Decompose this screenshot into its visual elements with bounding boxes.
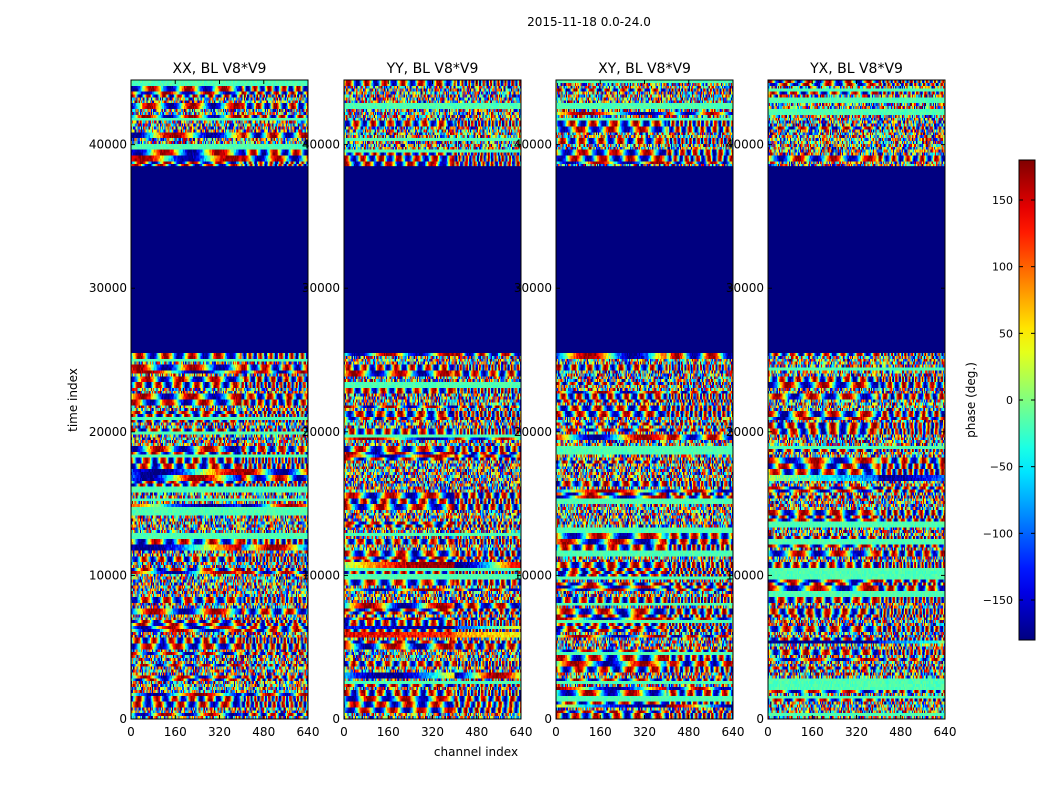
x-tick-label-640: 640 bbox=[934, 725, 957, 739]
colorbar-tick-label: −150 bbox=[983, 594, 1013, 607]
colorbar-tick-label: 0 bbox=[1006, 394, 1013, 407]
figure-suptitle: 2015-11-18 0.0-24.0 bbox=[527, 15, 651, 29]
x-tick-label-0: 0 bbox=[127, 725, 135, 739]
panel-title-xy: XY, BL V8*V9 bbox=[598, 61, 691, 77]
x-tick-label-640: 640 bbox=[297, 725, 320, 739]
y-tick-label-0: 0 bbox=[756, 712, 764, 726]
x-tick-label-160: 160 bbox=[377, 725, 400, 739]
x-tick-label-480: 480 bbox=[889, 725, 912, 739]
x-tick-label-320: 320 bbox=[633, 725, 656, 739]
panel-title-xx: XX, BL V8*V9 bbox=[173, 61, 267, 77]
x-tick-label-0: 0 bbox=[340, 725, 348, 739]
y-tick-label-30000: 30000 bbox=[302, 281, 340, 295]
flagged-region-yx bbox=[768, 166, 945, 353]
x-tick-label-640: 640 bbox=[510, 725, 533, 739]
flagged-region-xy bbox=[556, 166, 733, 353]
x-tick-label-160: 160 bbox=[164, 725, 187, 739]
x-tick-label-160: 160 bbox=[801, 725, 824, 739]
x-tick-label-320: 320 bbox=[208, 725, 231, 739]
y-tick-label-0: 0 bbox=[332, 712, 340, 726]
y-tick-label-0: 0 bbox=[544, 712, 552, 726]
panel-yx: YX, BL V8*V9 0 160 320 480 640 0 10000 20000 3000… bbox=[726, 61, 957, 739]
y-tick-label-40000: 40000 bbox=[89, 138, 127, 152]
y-tick-label-20000: 20000 bbox=[514, 425, 552, 439]
y-tick-label-40000: 40000 bbox=[726, 138, 764, 152]
x-tick-label-320: 320 bbox=[421, 725, 444, 739]
x-tick-label-480: 480 bbox=[465, 725, 488, 739]
x-tick-label-160: 160 bbox=[589, 725, 612, 739]
y-tick-label-20000: 20000 bbox=[89, 425, 127, 439]
y-tick-label-40000: 40000 bbox=[514, 138, 552, 152]
y-axis-label: time index bbox=[66, 368, 80, 432]
colorbar-gradient bbox=[1019, 160, 1035, 640]
x-tick-label-480: 480 bbox=[677, 725, 700, 739]
y-tick-label-10000: 10000 bbox=[514, 568, 552, 582]
x-tick-label-320: 320 bbox=[845, 725, 868, 739]
colorbar-label: phase (deg.) bbox=[964, 362, 978, 438]
panel-xx: XX, BL V8*V9 0 160 320 480 640 0 10000 20000 3000… bbox=[89, 61, 320, 739]
colorbar: 150 100 50 0 −50 −100 −150 bbox=[983, 159, 1036, 641]
colorbar-tick-label: −50 bbox=[990, 461, 1013, 474]
panels-group: XX, BL V8*V9 0 160 320 480 640 0 10000 20000 3000… bbox=[89, 61, 957, 739]
flagged-region-yy bbox=[344, 166, 521, 353]
colorbar-tick-label: 50 bbox=[999, 327, 1013, 340]
colorbar-tick-label: 150 bbox=[992, 194, 1013, 207]
x-tick-label-0: 0 bbox=[552, 725, 560, 739]
x-tick-label-0: 0 bbox=[764, 725, 772, 739]
y-tick-label-10000: 10000 bbox=[89, 568, 127, 582]
x-tick-label-640: 640 bbox=[722, 725, 745, 739]
colorbar-tick-label: −100 bbox=[983, 527, 1013, 540]
y-tick-label-10000: 10000 bbox=[726, 568, 764, 582]
y-tick-label-40000: 40000 bbox=[302, 138, 340, 152]
flagged-region-xx bbox=[131, 166, 308, 353]
y-tick-label-30000: 30000 bbox=[726, 281, 764, 295]
y-tick-label-30000: 30000 bbox=[89, 281, 127, 295]
y-tick-label-30000: 30000 bbox=[514, 281, 552, 295]
x-axis-label: channel index bbox=[434, 745, 518, 759]
colorbar-tick-label: 100 bbox=[992, 261, 1013, 274]
panel-yy: YY, BL V8*V9 0 160 320 480 640 0 10000 20000 3000… bbox=[302, 61, 533, 739]
y-tick-label-0: 0 bbox=[119, 712, 127, 726]
panel-title-yx: YX, BL V8*V9 bbox=[809, 61, 903, 77]
y-tick-label-20000: 20000 bbox=[726, 425, 764, 439]
x-tick-label-480: 480 bbox=[252, 725, 275, 739]
panel-xy: XY, BL V8*V9 0 160 320 480 640 0 10000 20000 3000… bbox=[514, 61, 745, 739]
panel-title-yy: YY, BL V8*V9 bbox=[386, 61, 479, 77]
y-tick-label-20000: 20000 bbox=[302, 425, 340, 439]
y-tick-label-10000: 10000 bbox=[302, 568, 340, 582]
